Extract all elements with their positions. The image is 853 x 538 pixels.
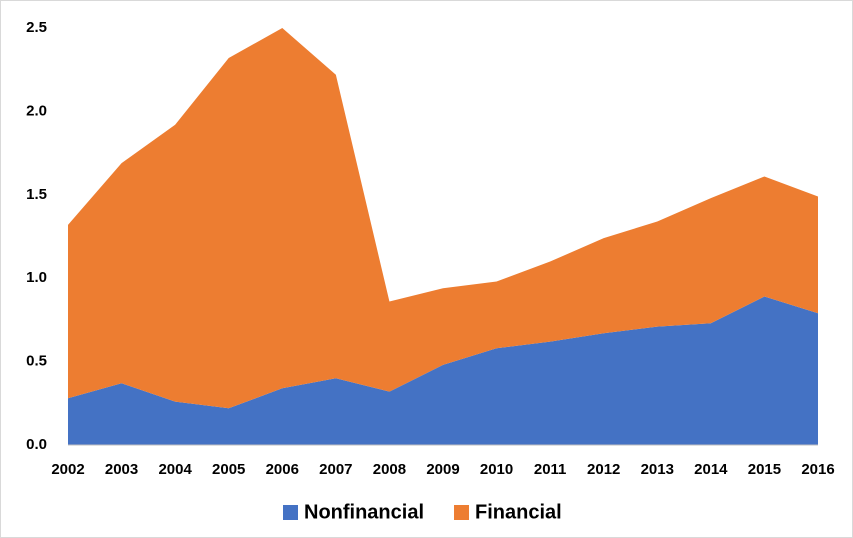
x-tick-label: 2003 — [105, 461, 138, 478]
x-tick-label: 2006 — [266, 461, 299, 478]
x-tick-label: 2010 — [480, 461, 513, 478]
y-tick-label: 2.0 — [26, 102, 47, 119]
x-tick-label: 2008 — [373, 461, 406, 478]
x-tick-label: 2012 — [587, 461, 620, 478]
x-tick-label: 2014 — [694, 461, 728, 478]
x-tick-label: 2002 — [51, 461, 84, 478]
y-tick-label: 0.0 — [26, 436, 47, 453]
x-tick-label: 2011 — [534, 461, 567, 478]
x-tick-label: 2009 — [426, 461, 459, 478]
x-tick-label: 2007 — [319, 461, 352, 478]
area — [68, 296, 818, 445]
legend-swatch — [283, 505, 298, 520]
x-tick-label: 2016 — [801, 461, 834, 478]
legend-label: Financial — [475, 501, 562, 523]
legend-swatch — [454, 505, 470, 520]
x-tick-label: 2005 — [212, 461, 245, 478]
y-tick-label: 1.5 — [26, 186, 47, 203]
x-tick-label: 2004 — [158, 461, 192, 478]
legend-label: Nonfinancial — [304, 501, 424, 523]
area — [68, 28, 818, 409]
x-tick-label: 2015 — [748, 461, 781, 478]
x-tick-label: 2013 — [641, 461, 674, 478]
y-tick-label: 2.5 — [26, 19, 47, 36]
y-tick-label: 1.0 — [26, 269, 47, 286]
y-tick-label: 0.5 — [26, 353, 47, 370]
